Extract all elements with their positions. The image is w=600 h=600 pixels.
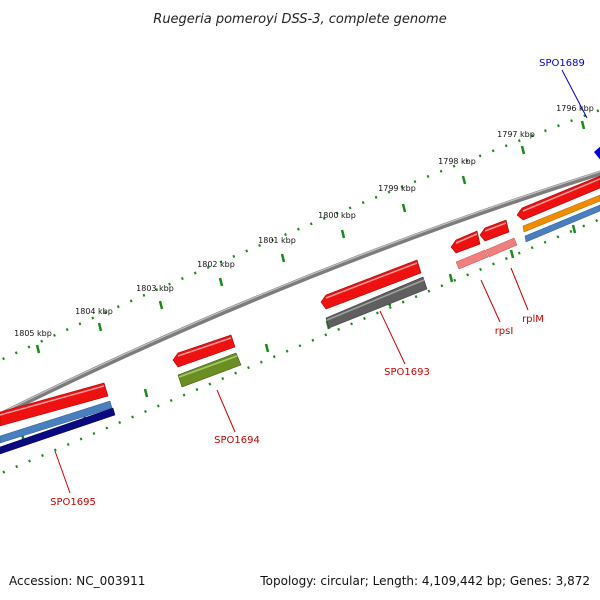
gene-rpsI-pink[interactable] xyxy=(455,249,489,270)
gene-rplM-pink[interactable] xyxy=(485,237,518,258)
gene-spo1694-olive-highlight xyxy=(178,355,238,378)
gene-spo1693-gray-highlight xyxy=(326,279,425,321)
gene-right-red-highlight xyxy=(522,178,600,212)
tick-label-1803: 1803 kbp xyxy=(136,284,174,293)
gene-spo1693[interactable] xyxy=(320,259,422,310)
gene-rpsI-highlight xyxy=(455,233,478,244)
gene-spo1694[interactable] xyxy=(172,334,236,368)
gene-label-spo1689[interactable]: SPO1689 xyxy=(539,58,585,69)
gene-spo1694-olive[interactable] xyxy=(177,352,242,388)
gene-features xyxy=(0,145,600,455)
map-title: Ruegeria pomeroyi DSS-3, complete genome xyxy=(153,12,446,27)
tick-label-1799: 1799 kbp xyxy=(378,184,416,193)
major-ticks xyxy=(35,120,586,354)
gene-label-rplM[interactable]: rplM xyxy=(522,314,544,325)
gene-label-spo1693[interactable]: SPO1693 xyxy=(384,367,430,378)
gene-label-rpsI[interactable]: rpsI xyxy=(495,326,514,337)
gene-right-steelblue[interactable] xyxy=(524,204,600,243)
tick-label-1800: 1800 kbp xyxy=(318,211,356,220)
gene-rplM-highlight xyxy=(484,222,507,232)
gene-spo1689[interactable] xyxy=(594,145,600,162)
gene-spo1694-highlight xyxy=(177,337,232,357)
gene-label-spo1694[interactable]: SPO1694 xyxy=(214,435,260,446)
tick-label-1804: 1804 kbp xyxy=(75,307,113,316)
tick-label-1796: 1796 kbp xyxy=(556,104,594,113)
gene-spo1695[interactable] xyxy=(0,382,109,427)
genome-backbone xyxy=(0,170,600,418)
inner-tick-ruler xyxy=(0,217,600,476)
gene-spo1695-highlight xyxy=(0,385,105,416)
tick-label-1805: 1805 kbp xyxy=(14,329,52,338)
gene-right-orange[interactable] xyxy=(522,194,600,233)
gene-spo1693-highlight xyxy=(325,262,418,299)
genome-backbone-highlight xyxy=(0,171,600,415)
tick-label-1797: 1797 kbp xyxy=(497,130,535,139)
accession-text: Accession: NC_003911 xyxy=(9,574,146,588)
tick-label-1798: 1798 kbp xyxy=(438,157,476,166)
tick-label-1802: 1802 kbp xyxy=(197,260,235,269)
gene-spo1695-navy[interactable] xyxy=(0,407,116,455)
genome-summary-text: Topology: circular; Length: 4,109,442 bp… xyxy=(260,574,590,588)
leader-lines xyxy=(54,69,588,494)
gene-label-spo1695[interactable]: SPO1695 xyxy=(50,497,96,508)
tick-label-1801: 1801 kbp xyxy=(258,236,296,245)
gene-spo1695-steelblue[interactable] xyxy=(0,400,113,444)
